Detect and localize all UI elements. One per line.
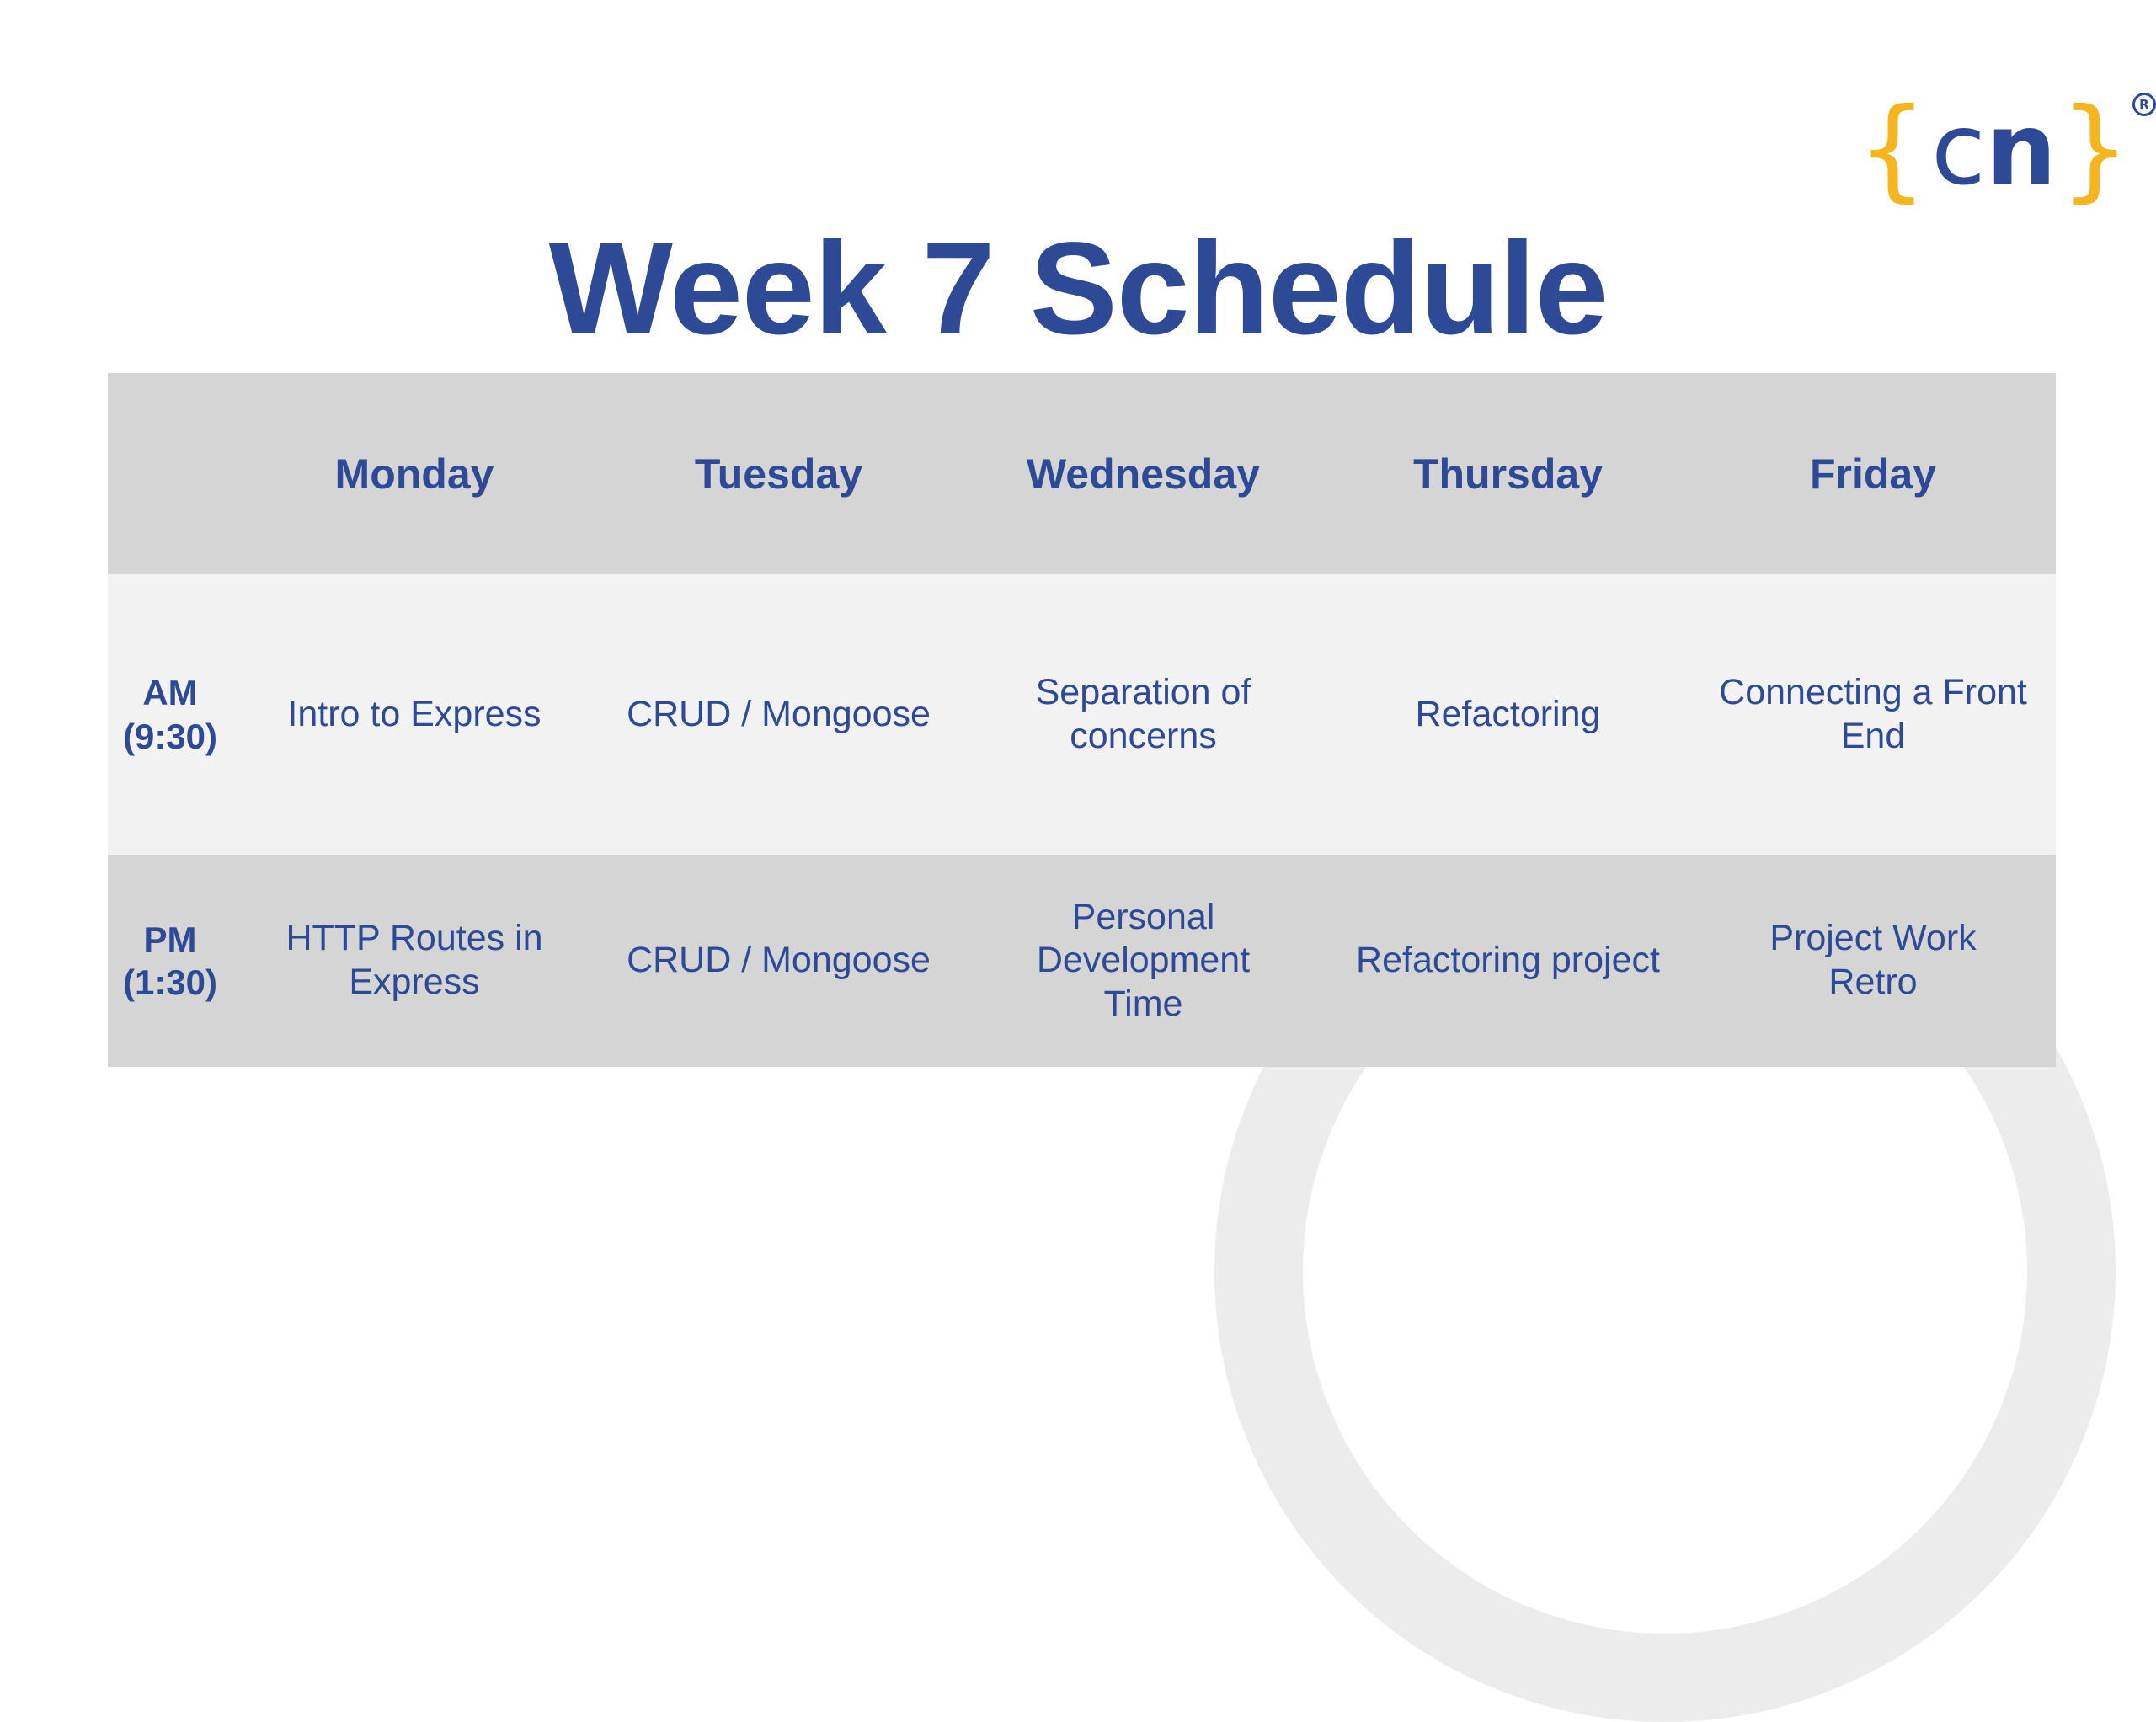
session-friday-pm: Project Work Retro <box>1769 918 1977 1002</box>
registered-trademark-icon: R <box>2132 93 2156 116</box>
logo-letter-n: n <box>1985 91 2057 207</box>
session-thursday-pm: Refactoring project <box>1356 940 1660 981</box>
session-wednesday-pm: Personal Development Time <box>1036 896 1251 1024</box>
day-header-friday: Friday <box>1809 450 1937 498</box>
session-monday-am: Intro to Express <box>287 693 542 734</box>
day-header-thursday: Thursday <box>1412 450 1604 498</box>
session-thursday-am: Refactoring <box>1415 693 1601 734</box>
session-tuesday-pm: CRUD / Mongoose <box>627 940 931 981</box>
table-header-row: Monday Tuesday Wednesday Thursday Friday <box>108 373 2056 574</box>
table-row-am: AM (9:30) Intro to Express CRUD / Mongoo… <box>108 574 2056 855</box>
schedule-table: Monday Tuesday Wednesday Thursday Friday… <box>108 373 2056 1067</box>
session-friday-am: Connecting a Front End <box>1719 671 2027 756</box>
logo-open-brace: { <box>1857 84 1928 214</box>
session-tuesday-am: CRUD / Mongoose <box>627 693 931 734</box>
day-header-tuesday: Tuesday <box>694 450 863 498</box>
codenation-logo: { c n } R <box>1857 84 2156 214</box>
day-header-monday: Monday <box>334 450 494 498</box>
logo-letter-c: c <box>1930 91 1986 207</box>
session-wednesday-am: Separation of concerns <box>1035 671 1251 756</box>
time-label-pm: PM (1:30) <box>122 919 218 1002</box>
page-title: Week 7 Schedule <box>548 216 1609 362</box>
logo-close-brace: } <box>2059 84 2131 214</box>
day-header-wednesday: Wednesday <box>1027 450 1260 498</box>
session-monday-pm: HTTP Routes in Express <box>286 918 543 1002</box>
time-label-am: AM (9:30) <box>122 673 218 756</box>
table-row-pm: PM (1:30) HTTP Routes in Express CRUD / … <box>108 855 2056 1067</box>
